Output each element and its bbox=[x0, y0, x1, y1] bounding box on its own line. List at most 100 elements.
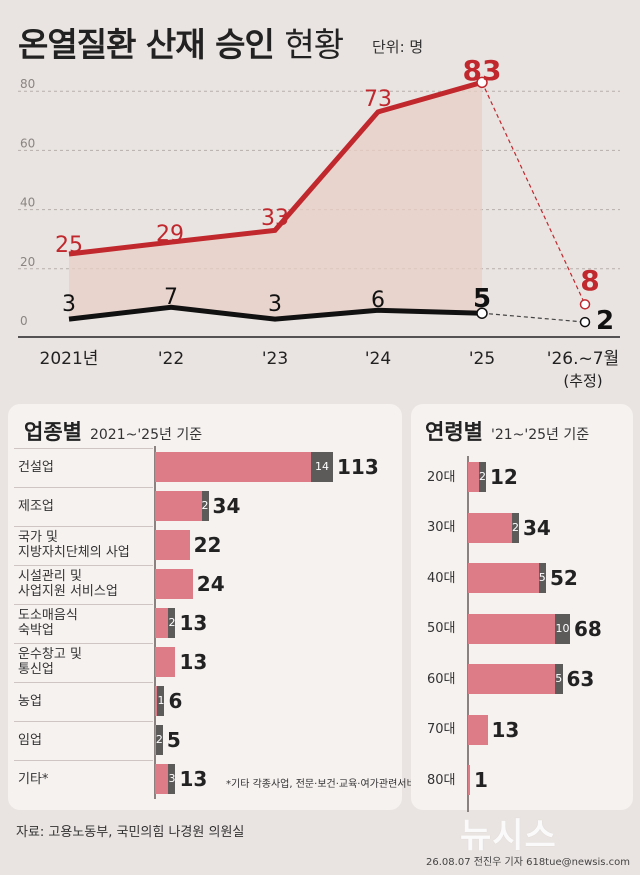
bar-value-label: 63 bbox=[566, 667, 595, 691]
area-fill bbox=[69, 82, 482, 320]
bar-value-label: 34 bbox=[523, 515, 551, 540]
bar-value-label: 34 bbox=[212, 494, 241, 518]
bar bbox=[468, 714, 488, 745]
industry-footnote: *기타 각종사업, 전문·보건·교육·여가관련서비스업 bbox=[226, 779, 435, 790]
bar-value-label: 22 bbox=[193, 533, 222, 557]
row-separator bbox=[14, 760, 153, 761]
credit-text: 26.08.07 전진우 기자 618tue@newsis.com bbox=[426, 857, 630, 868]
bar bbox=[155, 569, 193, 599]
bar-axis-line bbox=[154, 446, 156, 799]
bar-value-label: 6 bbox=[168, 689, 183, 713]
chart-title: 온열질환 산재 승인 현황 bbox=[18, 18, 344, 66]
x-tick-label: '23 bbox=[262, 349, 288, 369]
title-sub: 현황 bbox=[284, 25, 344, 64]
bar-value-label: 113 bbox=[337, 455, 379, 479]
category-label: 도소매음식 숙박업 bbox=[18, 608, 78, 638]
industry-subtitle: 2021~'25년 기준 bbox=[89, 427, 203, 443]
bar-value-label: 12 bbox=[490, 465, 518, 489]
data-label-red: 33 bbox=[261, 206, 289, 231]
category-label: 30대 bbox=[427, 520, 456, 535]
x-tick-label: '25 bbox=[469, 349, 495, 369]
category-label: 70대 bbox=[427, 722, 456, 737]
category-label: 시설관리 및 사업지원 서비스업 bbox=[18, 569, 118, 599]
category-label: 국가 및 지방자치단체의 사업 bbox=[18, 530, 130, 560]
bar-value-label: 1 bbox=[474, 768, 488, 792]
bar-dark-segment: 14 bbox=[310, 452, 333, 482]
age-panel: 연령별 '21~'25년 기준 20대 2 12 30대 2 34 40대 5 52 50대 10 68… bbox=[411, 404, 633, 812]
series-line-red-projection bbox=[481, 82, 586, 305]
bar-dark-segment: 10 bbox=[555, 613, 570, 644]
series-line-black-projection bbox=[481, 312, 586, 323]
data-label-black: 5 bbox=[473, 284, 491, 314]
data-label-black: 6 bbox=[371, 288, 385, 313]
bar-axis-line bbox=[467, 456, 469, 812]
bar bbox=[155, 491, 209, 521]
category-label: 제조업 bbox=[18, 498, 54, 514]
data-label-red: 29 bbox=[156, 222, 184, 247]
bar-dark-segment: 5 bbox=[538, 563, 546, 593]
bar-value-label: 52 bbox=[550, 566, 578, 590]
category-label: 50대 bbox=[427, 621, 456, 636]
data-label-red: 8 bbox=[580, 264, 599, 297]
bar bbox=[468, 563, 546, 593]
bar-dark-segment: 3 bbox=[168, 764, 176, 794]
row-separator bbox=[14, 526, 153, 527]
data-label-black: 3 bbox=[268, 292, 282, 317]
row-separator bbox=[14, 643, 153, 644]
bar-dark-segment: 1 bbox=[157, 686, 165, 716]
bar-dark-segment: 5 bbox=[555, 664, 563, 694]
bar-value-label: 13 bbox=[179, 767, 208, 791]
bar-dark-segment: 2 bbox=[168, 608, 176, 638]
category-label: 40대 bbox=[427, 570, 456, 586]
data-label-black: 3 bbox=[62, 292, 76, 317]
data-label-black: 2 bbox=[596, 306, 614, 336]
marker-red bbox=[476, 76, 488, 89]
y-tick-label: 60 bbox=[20, 136, 35, 150]
title-main: 온열질환 산재 승인 bbox=[18, 25, 275, 64]
bar-value-label: 68 bbox=[574, 616, 602, 641]
source-text: 자료: 고용노동부, 국민의힘 나경원 의원실 bbox=[16, 825, 245, 840]
industry-panel: 업종별 2021~'25년 기준 건설업 14 113 제조업 2 34 국가 및 지방자치단… bbox=[8, 404, 434, 810]
category-label: 농업 bbox=[18, 693, 42, 709]
x-tick-label: '22 bbox=[158, 349, 184, 369]
bar-dark-segment: 2 bbox=[479, 462, 486, 492]
bar bbox=[155, 647, 176, 677]
row-separator bbox=[14, 448, 153, 449]
marker-black bbox=[476, 307, 488, 319]
bar-value-label: 13 bbox=[491, 717, 520, 742]
age-subtitle: '21~'25년 기준 bbox=[490, 427, 590, 443]
data-label-red: 73 bbox=[364, 87, 392, 112]
row-separator bbox=[14, 487, 153, 488]
data-label-black: 7 bbox=[164, 285, 178, 310]
unit-label: 단위: 명 bbox=[372, 38, 424, 56]
bar bbox=[468, 765, 470, 795]
bar-value-label: 5 bbox=[166, 728, 181, 752]
bar bbox=[155, 452, 333, 482]
category-label: 운수창고 및 통신업 bbox=[18, 647, 82, 677]
bar-value-label: 13 bbox=[179, 611, 208, 635]
y-tick-label: 0 bbox=[20, 314, 28, 328]
bar-dark-segment: 2 bbox=[512, 512, 519, 543]
data-label-red: 25 bbox=[55, 233, 83, 258]
y-tick-label: 40 bbox=[20, 196, 35, 210]
marker-red bbox=[579, 299, 591, 310]
row-separator bbox=[14, 682, 153, 683]
series-line-red bbox=[68, 79, 483, 257]
x-tick-note: (추정) bbox=[563, 372, 602, 390]
y-tick-label: 80 bbox=[20, 77, 35, 91]
bar-value-label: 13 bbox=[179, 650, 208, 674]
bar bbox=[468, 664, 563, 694]
bar bbox=[155, 530, 190, 560]
x-tick-label: '26.~7월 bbox=[547, 349, 619, 369]
y-tick-label: 20 bbox=[20, 255, 35, 269]
x-tick-label: 2021년 bbox=[40, 349, 99, 369]
age-title: 연령별 '21~'25년 기준 bbox=[425, 420, 590, 444]
row-separator bbox=[14, 565, 153, 566]
bar bbox=[468, 512, 519, 543]
marker-black bbox=[579, 316, 591, 328]
industry-title: 업종별 2021~'25년 기준 bbox=[24, 420, 203, 444]
bar-dark-segment: 2 bbox=[155, 725, 163, 755]
newsis-logo: 뉴시스 bbox=[460, 816, 557, 856]
row-separator bbox=[14, 721, 153, 722]
